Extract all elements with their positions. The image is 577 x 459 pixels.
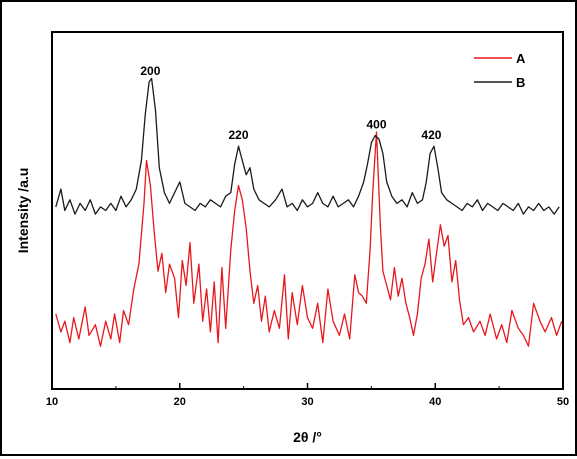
plot-area	[51, 31, 564, 390]
xrd-chart: 200 220 400 420 A B 10 20 30 40 50 2θ /° Intens…	[15, 31, 569, 445]
peak-label: 200	[140, 64, 160, 78]
y-axis-title: Intensity /a.u	[15, 168, 31, 254]
legend-label-a: A	[516, 51, 526, 66]
peak-label: 420	[421, 128, 441, 142]
x-tick-label: 40	[429, 396, 441, 408]
peak-labels: 200 220 400 420	[140, 64, 441, 142]
series-line-b	[55, 77, 560, 215]
x-axis-title: 2θ /°	[293, 429, 322, 445]
x-tick-label: 30	[301, 396, 313, 408]
x-axis-ticks: 10 20 30 40 50	[46, 383, 569, 408]
plot-border	[51, 31, 564, 390]
peak-label: 220	[228, 128, 248, 142]
series-line-a	[55, 131, 563, 347]
x-tick-label: 50	[557, 396, 569, 408]
peak-label: 400	[366, 117, 386, 131]
x-tick-label: 20	[174, 396, 186, 408]
series-layer	[55, 77, 563, 347]
legend: A B	[474, 51, 526, 90]
legend-label-b: B	[516, 75, 525, 90]
x-tick-label: 10	[46, 396, 58, 408]
